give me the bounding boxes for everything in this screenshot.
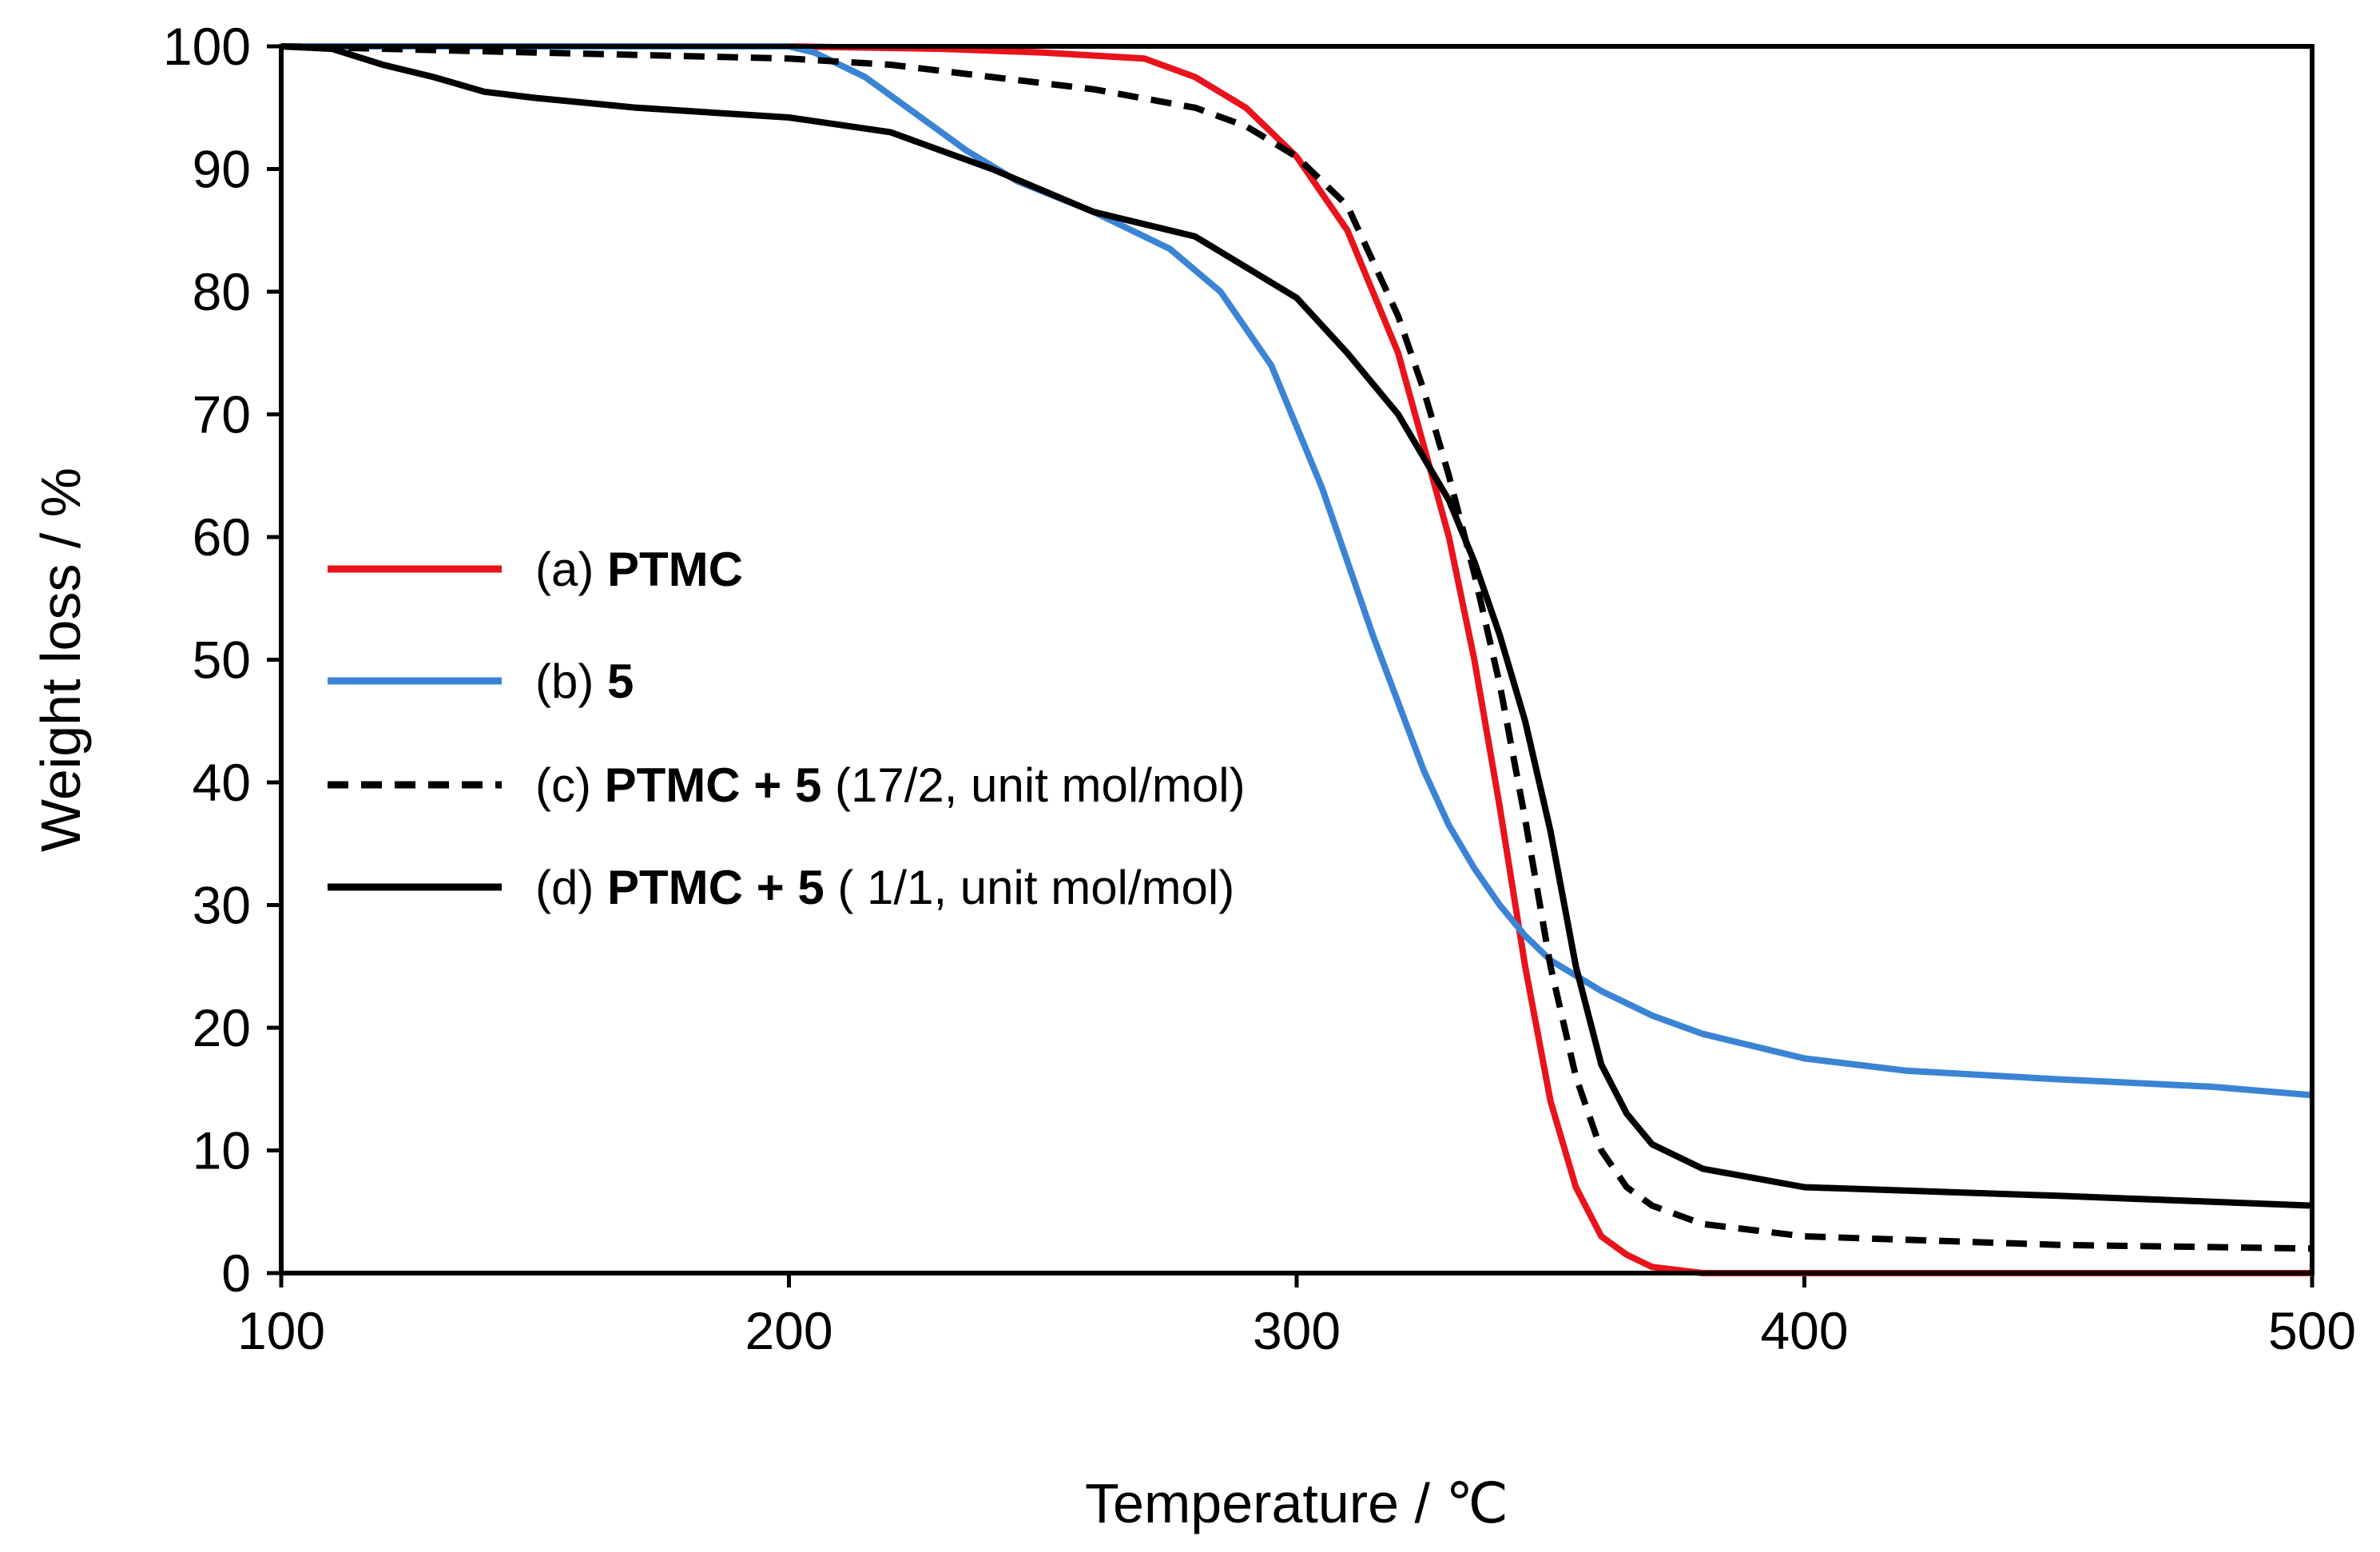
legend: (a) PTMC(b) 5(c) PTMC + 5 (17/2, unit mo… [328,543,1246,914]
y-tick-label: 80 [193,262,251,321]
legend-label-bold: PTMC + 5 [605,758,822,812]
y-tick-label: 70 [193,385,251,444]
y-tick-label: 100 [163,17,251,76]
legend-label-bold: PTMC + 5 [607,861,824,914]
x-tick-label: 200 [745,1301,832,1360]
y-tick-label: 50 [193,631,251,690]
legend-label-a: (a) PTMC [535,543,743,596]
y-tick-label: 30 [193,876,251,935]
legend-label-bold: PTMC [607,543,743,596]
legend-label-prefix: (a) [535,543,607,596]
x-tick-label: 100 [237,1301,325,1360]
series-lines [280,43,2313,1276]
x-tick-label: 300 [1253,1301,1341,1360]
plot-frame [279,44,2314,1275]
series-line-b [281,43,2313,1099]
legend-label-d: (d) PTMC + 5 ( 1/1, unit mol/mol) [535,861,1234,914]
x-tick-label: 500 [2268,1301,2356,1360]
legend-label-c: (c) PTMC + 5 (17/2, unit mol/mol) [535,758,1246,812]
series-line-d [280,43,2313,1209]
series-line-c [280,43,2313,1252]
legend-label-prefix: (b) [535,655,607,708]
y-axis-title: Weight loss / % [30,468,92,852]
y-tick-label: 40 [193,753,251,812]
x-axis-title: Temperature / ℃ [1085,1472,1508,1534]
y-tick-label: 10 [193,1121,251,1180]
y-tick-labels: 0 10 20 30 40 50 60 70 80 90 100 [163,17,251,1303]
legend-label-suffix: ( 1/1, unit mol/mol) [824,861,1235,914]
legend-label-prefix: (d) [535,861,607,914]
y-tick-label: 0 [221,1244,251,1303]
legend-label-b: (b) 5 [535,655,634,708]
legend-label-suffix: (17/2, unit mol/mol) [821,758,1245,812]
series-line-a [281,43,2312,1276]
y-tick-label: 60 [193,507,251,567]
x-tick-labels: 100 200 300 400 500 [237,1301,2356,1360]
y-tick-label: 20 [193,998,251,1057]
legend-label-bold: 5 [607,655,634,708]
x-tick-label: 400 [1760,1301,1848,1360]
legend-label-prefix: (c) [535,758,605,812]
y-tick-label: 90 [193,140,251,199]
